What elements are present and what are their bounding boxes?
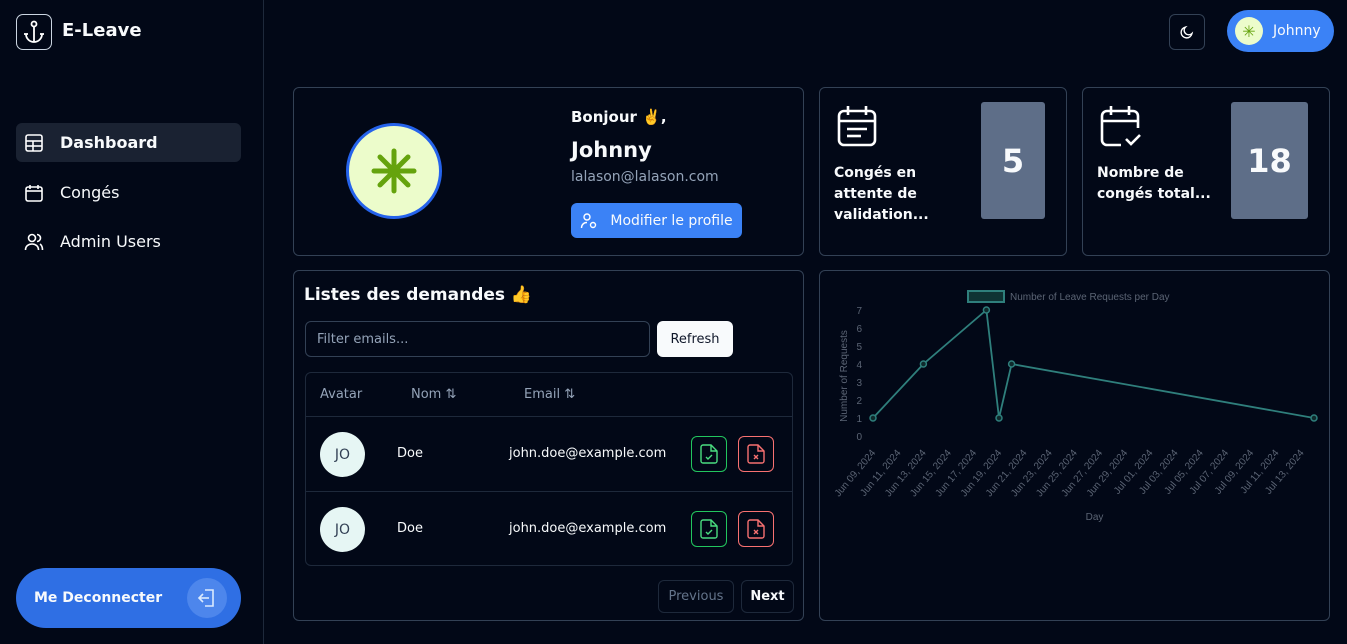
nav-item[interactable]: Dashboard <box>16 123 241 162</box>
next-button[interactable]: Next <box>741 580 794 613</box>
y-tick-label: 2 <box>856 396 862 407</box>
nav-label: Dashboard <box>60 133 158 152</box>
reject-button[interactable] <box>738 436 774 472</box>
requests-card: Listes des demandes 👍 Filter emails... R… <box>293 270 804 621</box>
x-axis-label: Day <box>1086 512 1104 523</box>
reject-button[interactable] <box>738 511 774 547</box>
series-line <box>872 308 1315 419</box>
stat-card: Nombre de congés total... 18 <box>1082 87 1330 256</box>
edit-profile-label: Modifier le profile <box>610 212 733 229</box>
logout-button[interactable]: Me Deconnecter <box>16 568 241 628</box>
table-row: JO Doe john.doe@example.com <box>306 416 792 492</box>
profile-email: lalason@lalason.com <box>571 169 719 185</box>
table: Avatar Nom ⇅ Email ⇅ JO Doe john.doe@exa… <box>305 372 793 566</box>
data-point <box>995 414 1003 422</box>
logo <box>16 14 52 50</box>
profile-avatar <box>346 123 442 219</box>
filter-placeholder: Filter emails... <box>317 331 409 347</box>
theme-toggle[interactable] <box>1169 14 1205 50</box>
data-point <box>1007 360 1016 368</box>
column-header[interactable]: Nom ⇅ <box>411 387 457 402</box>
user-name: Johnny <box>1273 23 1321 39</box>
stat-label: Congés en attente de validation... <box>834 165 929 223</box>
nav-label: Admin Users <box>60 232 161 251</box>
stat-value: 18 <box>1231 102 1308 219</box>
logout-icon <box>187 578 227 618</box>
table-row: JO Doe john.doe@example.com <box>306 491 792 567</box>
y-axis-label: Number of Requests <box>839 330 850 422</box>
row-avatar: JO <box>320 507 365 552</box>
nav-item[interactable]: Congés <box>16 173 241 212</box>
stat-icon <box>837 106 877 147</box>
profile-card: Bonjour ✌️, Johnny lalason@lalason.com M… <box>293 87 804 256</box>
row-name: Doe <box>397 446 423 461</box>
data-point <box>919 360 928 368</box>
stat-icon <box>1100 106 1141 147</box>
data-point <box>1310 414 1318 422</box>
stat-card: Congés en attente de validation... 5 <box>819 87 1067 256</box>
stat-label: Nombre de congés total... <box>1097 165 1211 202</box>
y-tick-label: 1 <box>856 414 862 425</box>
filter-input[interactable]: Filter emails... <box>305 321 650 357</box>
row-email: john.doe@example.com <box>509 446 667 461</box>
row-email: john.doe@example.com <box>509 521 667 536</box>
edit-profile-button[interactable]: Modifier le profile <box>571 203 742 238</box>
column-label: Nom <box>411 387 442 402</box>
user-menu[interactable]: ✳ Johnny <box>1227 10 1334 52</box>
column-header[interactable]: Email ⇅ <box>524 387 576 402</box>
user-avatar: ✳ <box>1235 17 1263 45</box>
y-tick-label: 3 <box>856 378 862 389</box>
brand: E-Leave <box>62 20 142 41</box>
greeting: Bonjour ✌️, <box>571 108 667 126</box>
sidebar: E-Leave Dashboard Congés Admin Users Me … <box>0 0 264 644</box>
y-tick-label: 0 <box>856 432 862 443</box>
chart-card: 0 1 2 3 4 5 6 7 Jun 09, 2024 Jun 11, 2024 Jun 13, … <box>819 270 1330 621</box>
nav-item[interactable]: Admin Users <box>16 222 241 261</box>
data-point <box>982 306 991 314</box>
data-point <box>869 414 877 422</box>
y-tick-label: 7 <box>856 306 862 317</box>
legend-label: Number of Leave Requests per Day <box>1010 292 1170 303</box>
row-avatar: JO <box>320 432 365 477</box>
approve-button[interactable] <box>691 511 727 547</box>
refresh-button[interactable]: Refresh <box>657 321 733 357</box>
y-tick-label: 5 <box>856 342 862 353</box>
y-tick-label: 4 <box>856 360 862 371</box>
requests-title: Listes des demandes 👍 <box>304 285 533 305</box>
stat-value: 5 <box>981 102 1045 219</box>
y-tick-label: 6 <box>856 324 862 335</box>
logout-label: Me Deconnecter <box>34 590 163 606</box>
legend-swatch <box>967 290 1005 303</box>
nav-label: Congés <box>60 183 120 202</box>
column-label: Email <box>524 387 561 402</box>
profile-name: Johnny <box>571 138 652 162</box>
previous-button[interactable]: Previous <box>658 580 734 613</box>
column-header: Avatar <box>320 387 363 402</box>
row-name: Doe <box>397 521 423 536</box>
approve-button[interactable] <box>691 436 727 472</box>
